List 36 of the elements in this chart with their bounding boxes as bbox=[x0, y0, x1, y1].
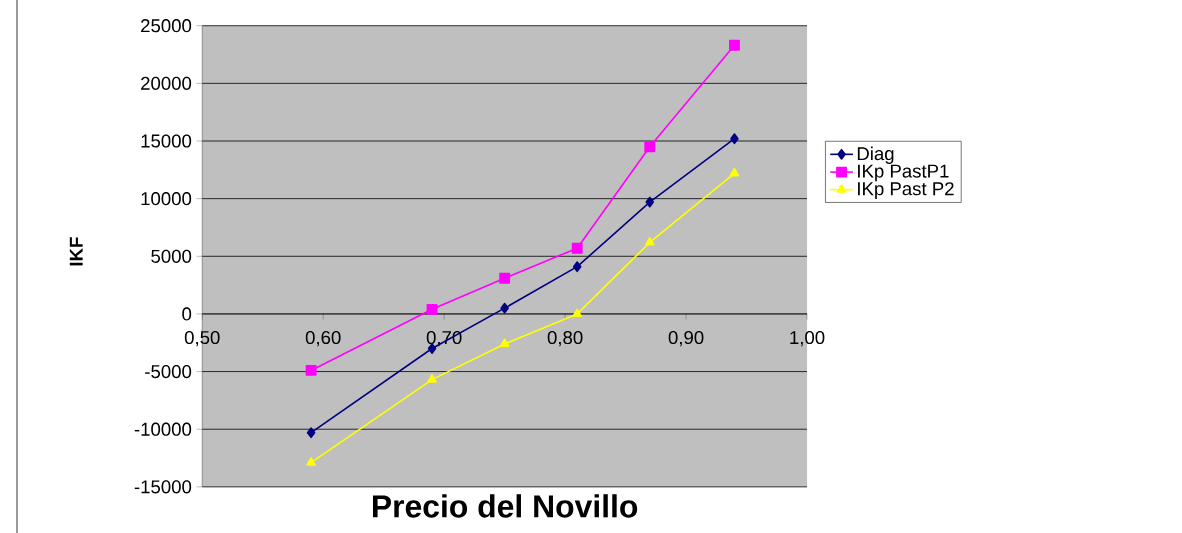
x-tick-label: 0,80 bbox=[547, 330, 583, 347]
point bbox=[644, 141, 656, 153]
legend-label: IKp PastP1 bbox=[858, 164, 949, 182]
point bbox=[645, 196, 655, 208]
y-axis-title: IKF bbox=[69, 237, 83, 266]
point bbox=[306, 427, 316, 439]
point bbox=[571, 242, 583, 254]
point bbox=[729, 167, 740, 177]
point bbox=[427, 374, 437, 383]
point bbox=[500, 302, 509, 314]
point bbox=[644, 237, 655, 246]
point bbox=[426, 303, 438, 315]
legend-label: Diag bbox=[857, 146, 894, 164]
x-tick-label: 0,60 bbox=[305, 330, 341, 347]
legend-label: IKp Past P2 bbox=[858, 182, 954, 199]
x-tick-label: 0,50 bbox=[184, 330, 220, 347]
point bbox=[572, 261, 582, 273]
y-tick-label: 0 bbox=[182, 307, 192, 321]
point bbox=[499, 272, 511, 284]
y-tick-label: -5000 bbox=[145, 364, 192, 379]
x-tick-label: 1,00 bbox=[790, 330, 825, 347]
point bbox=[729, 39, 740, 51]
y-tick-label: 15000 bbox=[141, 134, 192, 148]
y-tick-label: 10000 bbox=[141, 192, 192, 206]
point bbox=[572, 308, 583, 318]
x-tick-label: 0,90 bbox=[668, 330, 704, 347]
y-tick-label: -10000 bbox=[134, 422, 192, 436]
point bbox=[306, 457, 316, 466]
y-tick-label: 20000 bbox=[141, 76, 192, 90]
y-tick-label: 5000 bbox=[151, 249, 192, 263]
point bbox=[499, 338, 510, 348]
y-tick-label: 25000 bbox=[141, 19, 192, 33]
point bbox=[305, 364, 317, 376]
point bbox=[730, 133, 739, 145]
y-tick-label: -15000 bbox=[134, 480, 192, 494]
x-axis-title: Precio del Novillo bbox=[372, 494, 638, 518]
